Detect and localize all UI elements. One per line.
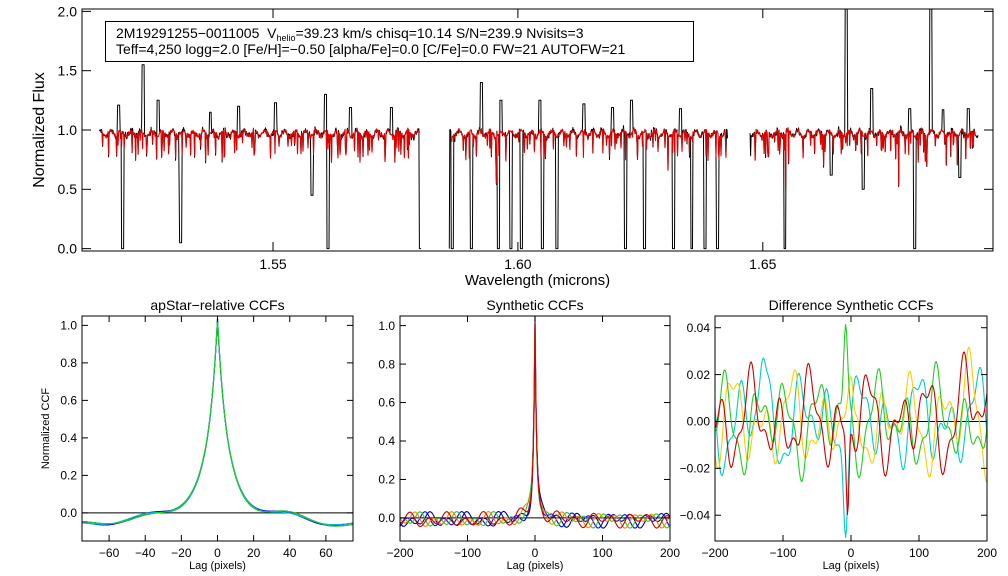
model-spectrum-line: [752, 127, 977, 190]
x-tick-label: −20: [171, 546, 192, 560]
x-tick-label: 0: [848, 546, 855, 560]
x-axis-title: Lag (pixels): [507, 560, 564, 572]
x-tick-label: −100: [769, 546, 796, 560]
star-info-box: 2M19291255−0011005 Vhelio=39.23 km/s chi…: [105, 21, 694, 62]
y-tick-label: 1.0: [58, 122, 78, 138]
ccf-series-line: [715, 323, 987, 483]
model-spectrum-line: [451, 127, 727, 184]
ccf-series-line: [400, 322, 670, 529]
x-axis-title: Lag (pixels): [189, 560, 246, 572]
y-tick-label: 1.0: [60, 319, 77, 333]
x-tick-label: 20: [247, 546, 261, 560]
y-tick-label: 0.8: [60, 356, 77, 370]
x-tick-label: 40: [283, 546, 297, 560]
y-tick-label: 1.5: [58, 63, 78, 79]
difference-ccf-panel: −200 −100 0 100 200 −0.04 −0.02 0.00 0.02 0.04 Lag…: [680, 297, 998, 572]
y-tick-label: 0.4: [378, 434, 395, 448]
stellar-parameters: Teff=4,250 logg=2.0 [Fe/H]=−0.50 [alpha/…: [116, 41, 626, 57]
x-axis-title: Wavelength (microns): [465, 272, 610, 289]
synthetic-ccf-panel: −200 −100 0 100 200 0.0 0.2 0.4 0.6 0.8 1.0 Lag (pi…: [378, 297, 680, 572]
y-tick-label: 0.2: [60, 469, 77, 483]
y-tick-label: 0.0: [58, 241, 78, 257]
velocity-label: V: [267, 25, 277, 41]
ccf-series-line: [82, 318, 353, 527]
y-tick-label: 0.5: [58, 181, 78, 197]
x-tick-label: 1.60: [504, 256, 531, 272]
ccf-series-line: [82, 317, 353, 526]
chart-title: Difference Synthetic CCFs: [769, 297, 934, 313]
apstar-ccf-panel: −60 −40 −20 0 20 40 60 0.0 0.2 0.4 0.6 0.8 1.0 Lag (p…: [40, 297, 354, 572]
y-tick-label: −0.04: [680, 508, 711, 522]
x-tick-label: 1.55: [259, 256, 286, 272]
star-info-line-1: 2M19291255−0011005 Vhelio=39.23 km/s chi…: [116, 25, 693, 43]
star-id: 2M19291255−0011005: [116, 25, 260, 41]
chart-title: Synthetic CCFs: [486, 297, 583, 313]
x-tick-label: 0: [214, 546, 221, 560]
observed-spectrum-line: [99, 64, 421, 250]
ccf-series-line: [715, 357, 987, 538]
y-tick-label: 0.00: [687, 415, 711, 429]
x-tick-label: 100: [909, 546, 929, 560]
x-tick-label: 100: [592, 546, 612, 560]
plot-area: [82, 317, 353, 527]
x-tick-label: 200: [660, 546, 680, 560]
x-tick-label: 60: [319, 546, 333, 560]
y-tick-label: 0.04: [687, 321, 711, 335]
y-axis-title: Normalized CCF: [40, 388, 52, 470]
ccf-series-line: [715, 351, 987, 516]
x-tick-label: 0: [532, 546, 539, 560]
observed-spectrum-line: [749, 9, 979, 250]
ccf-series-line: [82, 318, 353, 527]
velocity-subscript: helio: [276, 33, 296, 43]
x-tick-label: −40: [135, 546, 156, 560]
x-tick-label: −200: [701, 546, 728, 560]
plot-area: [400, 316, 670, 529]
y-axis-title: Normalized Flux: [31, 72, 48, 188]
y-tick-label: 0.2: [378, 473, 395, 487]
x-tick-label: 200: [977, 546, 997, 560]
plot-area: [715, 323, 987, 538]
x-tick-label: −60: [99, 546, 120, 560]
model-spectrum-line: [101, 127, 421, 163]
y-tick-label: 2.0: [58, 3, 78, 19]
x-tick-label: −200: [386, 546, 413, 560]
x-axis-title: Lag (pixels): [823, 560, 880, 572]
ccf-series-line: [82, 318, 353, 526]
y-tick-label: 0.8: [378, 357, 395, 371]
velocity-and-stats: =39.23 km/s chisq=10.14 S/N=239.9 Nvisit…: [295, 25, 584, 41]
plot-area: [99, 9, 979, 250]
spectrum-panel: 1.55 1.60 1.65 0.0 0.5 1.0 1.5 2.0 Wavelength (m…: [31, 3, 994, 289]
x-tick-label: −100: [454, 546, 481, 560]
axes-frame: [81, 315, 354, 542]
observed-spectrum-line: [448, 82, 728, 250]
y-tick-label: 0.0: [378, 511, 395, 525]
y-tick-label: 0.6: [60, 394, 77, 408]
y-tick-label: 0.6: [378, 396, 395, 410]
y-tick-label: 0.0: [60, 506, 77, 520]
y-tick-label: −0.02: [680, 462, 711, 476]
y-tick-label: 0.4: [60, 431, 77, 445]
y-tick-label: 1.0: [378, 319, 395, 333]
chart-title: apStar−relative CCFs: [150, 297, 284, 313]
x-tick-label: 1.65: [749, 256, 776, 272]
y-tick-label: 0.02: [687, 368, 711, 382]
